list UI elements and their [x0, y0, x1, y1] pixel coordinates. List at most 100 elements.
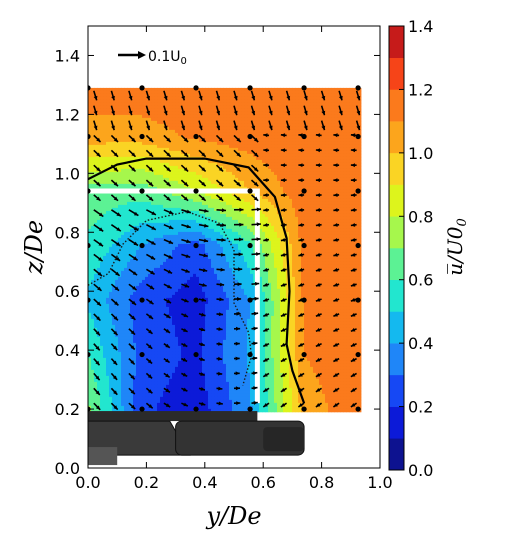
contour-cell	[172, 228, 176, 233]
contour-cell	[115, 174, 119, 179]
contour-cell	[130, 162, 134, 167]
contour-cell	[235, 102, 239, 107]
contour-cell	[229, 174, 233, 179]
contour-cell	[106, 99, 110, 104]
contour-cell	[205, 183, 209, 188]
contour-cell	[343, 156, 347, 161]
contour-cell	[172, 129, 176, 134]
contour-cell	[163, 96, 167, 101]
contour-cell	[151, 117, 155, 122]
contour-cell	[307, 204, 311, 209]
contour-cell	[262, 144, 266, 149]
contour-cell	[271, 90, 275, 95]
contour-cell	[169, 165, 173, 170]
contour-cell	[94, 156, 98, 161]
contour-cell	[241, 195, 245, 200]
contour-cell	[283, 174, 287, 179]
contour-cell	[193, 168, 197, 173]
contour-cell	[202, 222, 206, 227]
contour-cell	[244, 246, 248, 251]
contour-cell	[334, 240, 338, 245]
contour-cell	[232, 132, 236, 137]
contour-cell	[226, 180, 230, 185]
contour-cell	[271, 153, 275, 158]
contour-cell	[322, 138, 326, 143]
contour-cell	[214, 162, 218, 167]
contour-cell	[343, 144, 347, 149]
contour-cell	[148, 171, 152, 176]
contour-cell	[307, 147, 311, 152]
contour-cell	[112, 204, 116, 209]
contour-cell	[271, 120, 275, 125]
contour-cell	[226, 114, 230, 119]
contour-cell	[133, 195, 137, 200]
contour-cell	[310, 222, 314, 227]
contour-cell	[316, 141, 320, 146]
contour-cell	[175, 102, 179, 107]
contour-cell	[124, 216, 128, 221]
contour-cell	[244, 138, 248, 143]
contour-cell	[325, 132, 329, 137]
contour-cell	[226, 105, 230, 110]
contour-cell	[328, 171, 332, 176]
contour-cell	[157, 138, 161, 143]
contour-cell	[307, 210, 311, 215]
contour-cell	[145, 135, 149, 140]
contour-cell	[298, 180, 302, 185]
contour-cell	[247, 141, 251, 146]
contour-cell	[181, 99, 185, 104]
contour-cell	[301, 204, 305, 209]
contour-cell	[229, 222, 233, 227]
contour-cell	[313, 171, 317, 176]
contour-cell	[322, 159, 326, 164]
contour-cell	[238, 243, 242, 248]
contour-cell	[310, 162, 314, 167]
contour-cell	[271, 165, 275, 170]
contour-cell	[262, 210, 266, 215]
contour-cell	[334, 96, 338, 101]
contour-cell	[127, 135, 131, 140]
contour-cell	[313, 231, 317, 236]
contour-cell	[250, 102, 254, 107]
contour-cell	[103, 123, 107, 128]
contour-cell	[160, 150, 164, 155]
contour-cell	[310, 165, 314, 170]
contour-cell	[184, 180, 188, 185]
contour-cell	[151, 213, 155, 218]
contour-cell	[319, 171, 323, 176]
contour-cell	[247, 105, 251, 110]
contour-cell	[349, 132, 353, 137]
contour-cell	[322, 243, 326, 248]
contour-cell	[262, 117, 266, 122]
contour-cell	[223, 201, 227, 206]
contour-cell	[187, 204, 191, 209]
contour-cell	[193, 147, 197, 152]
contour-cell	[208, 237, 212, 242]
contour-cell	[337, 165, 341, 170]
contour-cell	[307, 243, 311, 248]
contour-cell	[328, 219, 332, 224]
contour-cell	[202, 174, 206, 179]
contour-cell	[136, 87, 140, 92]
contour-cell	[337, 171, 341, 176]
contour-cell	[181, 225, 185, 230]
contour-cell	[316, 108, 320, 113]
contour-cell	[208, 177, 212, 182]
contour-cell	[265, 246, 269, 251]
contour-cell	[319, 144, 323, 149]
contour-cell	[238, 87, 242, 92]
contour-cell	[346, 105, 350, 110]
contour-cell	[343, 141, 347, 146]
contour-cell	[253, 249, 257, 254]
contour-cell	[247, 201, 251, 206]
contour-cell	[232, 246, 236, 251]
contour-cell	[172, 192, 176, 197]
contour-cell	[196, 168, 200, 173]
contour-cell	[133, 180, 137, 185]
contour-cell	[304, 246, 308, 251]
contour-cell	[157, 210, 161, 215]
contour-cell	[184, 150, 188, 155]
contour-cell	[115, 249, 119, 254]
contour-cell	[295, 207, 299, 212]
contour-cell	[217, 105, 221, 110]
